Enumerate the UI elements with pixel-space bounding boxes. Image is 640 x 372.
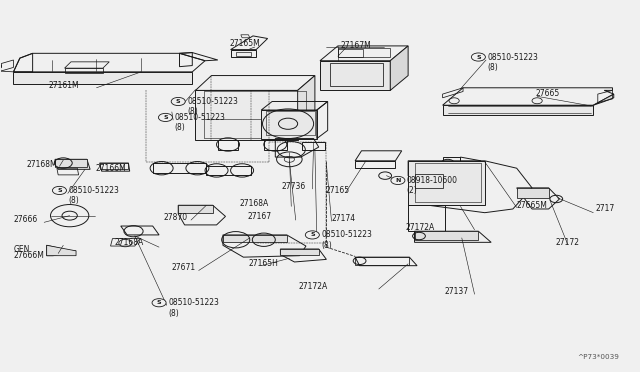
Text: (8): (8) bbox=[174, 123, 185, 132]
Text: 27671: 27671 bbox=[172, 263, 196, 272]
Circle shape bbox=[172, 97, 185, 106]
Text: 27172A: 27172A bbox=[406, 223, 435, 232]
Polygon shape bbox=[47, 245, 76, 256]
Text: 08510-51223: 08510-51223 bbox=[487, 52, 538, 61]
Text: 08510-51223: 08510-51223 bbox=[174, 113, 225, 122]
Text: GEN: GEN bbox=[13, 244, 30, 253]
Polygon shape bbox=[415, 231, 478, 240]
Text: S: S bbox=[57, 188, 61, 193]
Polygon shape bbox=[593, 94, 614, 105]
Text: S: S bbox=[310, 232, 315, 237]
Text: 27165: 27165 bbox=[325, 186, 349, 195]
Text: 27666: 27666 bbox=[13, 215, 38, 224]
Text: 27167M: 27167M bbox=[340, 41, 371, 51]
Text: (8): (8) bbox=[187, 108, 198, 116]
Text: 27166M: 27166M bbox=[95, 164, 126, 173]
Polygon shape bbox=[223, 235, 287, 242]
Polygon shape bbox=[13, 72, 192, 84]
Text: (8): (8) bbox=[68, 196, 79, 205]
Text: 27736: 27736 bbox=[282, 182, 306, 191]
Polygon shape bbox=[516, 188, 548, 198]
Text: 27137: 27137 bbox=[445, 287, 468, 296]
Text: 27165H: 27165H bbox=[248, 259, 278, 267]
Polygon shape bbox=[261, 110, 317, 138]
Text: 08510-51223: 08510-51223 bbox=[168, 298, 219, 307]
Polygon shape bbox=[390, 46, 408, 90]
Text: 27666M: 27666M bbox=[13, 251, 44, 260]
Text: 27161M: 27161M bbox=[49, 81, 79, 90]
Text: (8): (8) bbox=[321, 241, 332, 250]
Polygon shape bbox=[178, 205, 212, 213]
Text: 27168M: 27168M bbox=[26, 160, 57, 169]
Circle shape bbox=[305, 231, 319, 239]
Polygon shape bbox=[320, 61, 390, 90]
Text: 27174: 27174 bbox=[332, 214, 356, 223]
Text: 2717: 2717 bbox=[596, 205, 615, 214]
Text: S: S bbox=[476, 55, 481, 60]
Text: 27870: 27870 bbox=[164, 213, 188, 222]
Polygon shape bbox=[408, 161, 484, 205]
Text: 27172A: 27172A bbox=[298, 282, 328, 291]
Text: 27165M: 27165M bbox=[229, 39, 260, 48]
Text: 27665: 27665 bbox=[536, 89, 560, 98]
Polygon shape bbox=[55, 159, 87, 167]
Text: (8): (8) bbox=[487, 63, 498, 72]
Text: 27167: 27167 bbox=[248, 212, 272, 221]
Text: ^P73*0039: ^P73*0039 bbox=[577, 354, 619, 360]
Circle shape bbox=[471, 53, 485, 61]
Polygon shape bbox=[298, 76, 315, 140]
Text: (8): (8) bbox=[168, 309, 179, 318]
Text: 08510-51223: 08510-51223 bbox=[321, 230, 372, 240]
Text: (2): (2) bbox=[407, 186, 418, 195]
Text: N: N bbox=[396, 178, 401, 183]
Polygon shape bbox=[195, 90, 298, 140]
Text: S: S bbox=[163, 115, 168, 120]
Circle shape bbox=[152, 299, 166, 307]
Text: S: S bbox=[157, 300, 161, 305]
Text: 27665M: 27665M bbox=[516, 201, 548, 210]
Text: 27172: 27172 bbox=[555, 238, 579, 247]
Circle shape bbox=[52, 186, 67, 195]
Text: 08510-51223: 08510-51223 bbox=[68, 186, 119, 195]
Text: S: S bbox=[176, 99, 180, 104]
Text: 08510-51223: 08510-51223 bbox=[187, 97, 238, 106]
Text: 27168A: 27168A bbox=[239, 199, 269, 208]
Circle shape bbox=[391, 176, 405, 185]
Polygon shape bbox=[280, 249, 319, 254]
Text: 27168A: 27168A bbox=[115, 238, 143, 247]
Circle shape bbox=[159, 113, 173, 122]
Polygon shape bbox=[443, 105, 593, 115]
Text: 08918-10600: 08918-10600 bbox=[407, 176, 458, 185]
